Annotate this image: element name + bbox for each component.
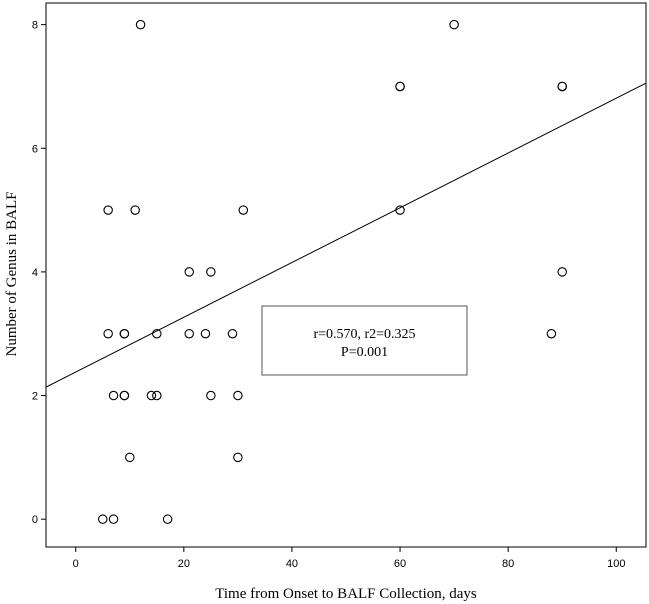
data-point bbox=[206, 390, 216, 401]
y-axis-ticks: 0 2 4 6 8 bbox=[32, 20, 46, 526]
data-point bbox=[557, 267, 567, 277]
y-tick-label: 4 bbox=[32, 267, 38, 279]
x-tick-label: 60 bbox=[394, 558, 406, 570]
data-point bbox=[395, 205, 405, 215]
y-tick-label: 6 bbox=[32, 143, 38, 155]
annotation-line-1: r=0.570, r2=0.325 bbox=[313, 327, 415, 342]
data-point bbox=[152, 390, 162, 401]
data-point bbox=[546, 328, 557, 339]
x-tick-label: 20 bbox=[178, 558, 190, 570]
x-tick-label: 0 bbox=[73, 558, 79, 570]
y-tick-label: 8 bbox=[32, 20, 38, 32]
data-point bbox=[125, 452, 135, 463]
data-point bbox=[449, 19, 459, 30]
data-point bbox=[184, 267, 194, 277]
annotation-line-2: P=0.001 bbox=[341, 345, 388, 360]
data-point bbox=[200, 328, 211, 339]
x-axis-ticks: 0 20 40 60 80 100 bbox=[73, 547, 625, 570]
data-point bbox=[152, 328, 162, 339]
data-points bbox=[98, 19, 567, 524]
x-axis-title: Time from Onset to BALF Collection, days bbox=[215, 586, 477, 602]
data-point bbox=[130, 205, 140, 215]
data-point bbox=[233, 390, 243, 401]
data-point bbox=[103, 205, 113, 215]
data-point bbox=[119, 390, 130, 401]
data-point bbox=[206, 267, 216, 277]
data-point bbox=[108, 514, 119, 524]
data-point bbox=[184, 328, 194, 339]
data-point bbox=[557, 81, 567, 92]
data-point bbox=[227, 328, 238, 339]
stats-annotation: r=0.570, r2=0.325 P=0.001 bbox=[261, 305, 468, 376]
data-point bbox=[146, 390, 157, 401]
data-point bbox=[103, 328, 113, 339]
fit-line-layer bbox=[45, 82, 647, 388]
data-point bbox=[135, 19, 146, 30]
x-tick-label: 40 bbox=[286, 558, 298, 570]
annotation-box bbox=[261, 305, 468, 376]
x-tick-label: 100 bbox=[607, 558, 625, 570]
x-tick-label: 80 bbox=[502, 558, 514, 570]
y-tick-label: 2 bbox=[32, 391, 38, 403]
y-tick-label: 0 bbox=[32, 514, 38, 526]
data-point bbox=[162, 514, 173, 524]
data-point bbox=[119, 328, 130, 339]
data-point bbox=[395, 81, 405, 92]
plot-frame bbox=[45, 2, 647, 548]
regression-line bbox=[45, 82, 647, 388]
data-point bbox=[233, 452, 243, 463]
data-point bbox=[98, 514, 108, 524]
data-point bbox=[108, 390, 119, 401]
data-point bbox=[238, 205, 249, 215]
y-axis-title: Number of Genus in BALF bbox=[4, 192, 20, 357]
